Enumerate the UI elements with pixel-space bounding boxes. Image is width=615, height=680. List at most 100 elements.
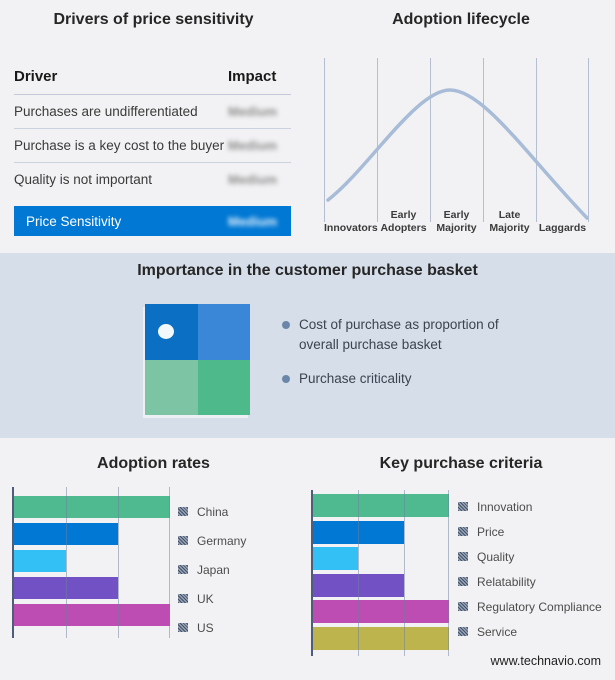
- gridline: [169, 487, 170, 638]
- segment-divider: [324, 58, 325, 222]
- legend-label: China: [197, 504, 229, 519]
- adoption-rates-chart: [12, 487, 170, 638]
- quadrant-top-left: [145, 304, 198, 360]
- bar-service: [313, 626, 449, 650]
- legend-label: Innovation: [477, 499, 533, 514]
- legend-hatch-swatch-icon: [178, 536, 188, 545]
- drivers-table: Driver Impact Purchases are undifferenti…: [14, 64, 291, 236]
- legend-item: Innovation: [458, 494, 602, 519]
- bullet-text: Cost of purchase as proportion of overal…: [299, 317, 499, 352]
- legend-item: Relatability: [458, 569, 602, 594]
- stage-label-innovators: Innovators: [324, 221, 378, 234]
- segment-divider: [588, 58, 589, 222]
- segment-divider: [483, 58, 484, 222]
- stage-label-early-adopters: Early Adopters: [380, 209, 427, 234]
- legend-item: Price: [458, 519, 602, 544]
- legend-hatch-swatch-icon: [178, 565, 188, 574]
- impact-cell-blurred: Medium: [228, 213, 278, 229]
- lifecycle-title: Adoption lifecycle: [392, 11, 530, 28]
- bar-innovation: [313, 494, 449, 517]
- legend-label: Regulatory Compliance: [477, 599, 602, 614]
- list-item: Purchase criticality: [282, 369, 507, 389]
- quadrant-bottom-left: [145, 359, 198, 415]
- bar-regulatory-compliance: [313, 600, 449, 623]
- bullet-dot-icon: [282, 375, 290, 384]
- legend-hatch-swatch-icon: [178, 594, 188, 603]
- stage-label-laggards: Laggards: [538, 221, 587, 234]
- table-header-row: Driver Impact: [14, 64, 291, 95]
- drivers-panel: Drivers of price sensitivity Driver Impa…: [0, 0, 307, 253]
- bullet-dot-icon: [282, 321, 290, 329]
- website-url: www.technavio.com: [490, 654, 601, 668]
- gridline: [65, 487, 67, 638]
- lifecycle-stage-labels: Innovators Early Adopters Early Majority…: [324, 198, 589, 236]
- legend-label: Japan: [197, 562, 230, 577]
- column-header-driver: Driver: [14, 68, 58, 85]
- table-row: Purchases are undifferentiated Medium: [14, 95, 291, 129]
- key-purchase-legend: Innovation Price Quality Relatability Regula…: [458, 494, 602, 644]
- legend-item: US: [178, 613, 246, 642]
- gridline: [403, 490, 405, 656]
- segment-divider: [377, 58, 378, 222]
- adoption-rates-legend: China Germany Japan UK US: [178, 497, 246, 642]
- impact-cell-blurred: Medium: [228, 138, 278, 153]
- legend-item: Germany: [178, 526, 246, 555]
- legend-hatch-swatch-icon: [458, 552, 468, 561]
- legend-label: Service: [477, 624, 518, 639]
- legend-hatch-swatch-icon: [458, 527, 468, 536]
- gridline: [448, 490, 449, 656]
- legend-label: Germany: [197, 533, 247, 548]
- lifecycle-panel: Adoption lifecycle: [307, 0, 615, 253]
- bars-container: [313, 490, 449, 650]
- legend-item: Japan: [178, 555, 246, 584]
- legend-label: Relatability: [477, 574, 536, 589]
- quadrant-top-right: [197, 304, 250, 360]
- key-purchase-chart: [311, 490, 449, 656]
- impact-cell-blurred: Medium: [228, 104, 278, 119]
- stage-label-early-majority: Early Majority: [436, 209, 477, 234]
- legend-item: UK: [178, 584, 246, 613]
- legend-item: China: [178, 497, 246, 526]
- legend-label: Quality: [477, 549, 515, 564]
- segment-divider: [430, 58, 431, 222]
- legend-item: Regulatory Compliance: [458, 594, 602, 619]
- legend-item: Quality: [458, 544, 602, 569]
- adoption-rates-title: Adoption rates: [97, 455, 210, 472]
- legend-hatch-swatch-icon: [458, 627, 468, 636]
- driver-cell: Purchase is a key cost to the buyer: [14, 138, 225, 153]
- stage-label-late-majority: Late Majority: [489, 209, 530, 234]
- driver-cell: Price Sensitivity: [26, 213, 122, 229]
- legend-hatch-swatch-icon: [458, 577, 468, 586]
- impact-cell-blurred: Medium: [228, 172, 278, 187]
- gridline: [117, 487, 119, 638]
- purchase-basket-band: Importance in the customer purchase bask…: [0, 253, 615, 438]
- bell-curve: [326, 88, 589, 220]
- driver-cell: Quality is not important: [14, 172, 153, 187]
- quadrant-matrix: [145, 304, 250, 415]
- bar-quality: [313, 547, 359, 570]
- gridline: [358, 490, 360, 656]
- legend-label: Price: [477, 524, 505, 539]
- list-item: Cost of purchase as proportion of overal…: [282, 315, 507, 354]
- legend-hatch-swatch-icon: [458, 602, 468, 611]
- basket-title: Importance in the customer purchase bask…: [137, 262, 478, 279]
- position-marker-dot-icon: [158, 324, 174, 339]
- bullet-text: Purchase criticality: [299, 371, 412, 387]
- legend-item: Service: [458, 619, 602, 644]
- lifecycle-chart: [324, 58, 589, 222]
- column-header-impact: Impact: [228, 68, 277, 85]
- table-row: Quality is not important Medium: [14, 163, 291, 196]
- legend-label: US: [197, 620, 214, 635]
- price-sensitivity-highlight-row: Price Sensitivity Medium: [14, 206, 291, 236]
- bar-us: [14, 604, 170, 626]
- legend-label: UK: [197, 591, 214, 606]
- legend-hatch-swatch-icon: [178, 623, 188, 632]
- table-row: Purchase is a key cost to the buyer Medi…: [14, 129, 291, 163]
- key-purchase-title: Key purchase criteria: [379, 455, 543, 472]
- segment-divider: [536, 58, 537, 222]
- bottom-band: Adoption rates Key purchase criteria Chi…: [0, 438, 615, 680]
- quadrant-bottom-right: [197, 359, 250, 415]
- driver-cell: Purchases are undifferentiated: [14, 104, 198, 119]
- bar-japan: [14, 550, 66, 572]
- drivers-title: Drivers of price sensitivity: [53, 11, 254, 28]
